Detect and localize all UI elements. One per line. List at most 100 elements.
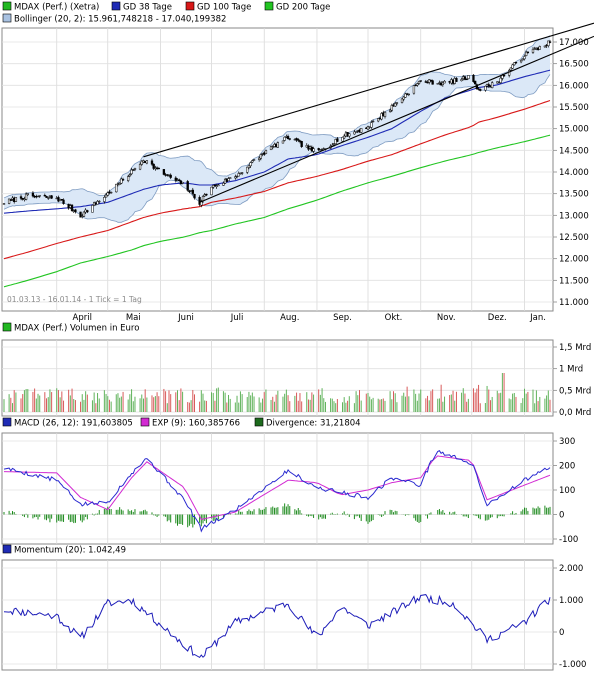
candle-body bbox=[43, 194, 46, 197]
candle-body bbox=[354, 131, 358, 133]
volume-y-tick-label: 1 Mrd bbox=[559, 365, 583, 375]
candle-body bbox=[162, 169, 166, 175]
macd-y-axis: 300 200 100 0 -100 bbox=[553, 437, 578, 545]
price-y-tick-label: 14.500 bbox=[559, 146, 589, 156]
candle-body bbox=[366, 126, 370, 130]
candle-body bbox=[388, 109, 392, 112]
candle-body bbox=[441, 82, 444, 86]
price-footer: 01.03.13 - 16.01.14 - 1 Tick = 1 Tag bbox=[7, 295, 142, 304]
candle-body bbox=[491, 82, 494, 89]
month-label: Sep. bbox=[333, 313, 352, 323]
candle-body bbox=[523, 56, 526, 60]
bollinger-legend-label: Bollinger (20, 2): 15.961,748218 - 17.04… bbox=[14, 15, 226, 25]
price-swatch bbox=[2, 1, 12, 11]
candle-body bbox=[79, 211, 82, 218]
candle-body bbox=[110, 191, 113, 194]
candle-body bbox=[353, 131, 356, 135]
macd-swatch bbox=[2, 417, 12, 427]
candle-body bbox=[472, 74, 475, 82]
candle-body bbox=[96, 201, 99, 205]
candle-body bbox=[402, 96, 405, 100]
candle-body bbox=[240, 172, 244, 174]
candle-body bbox=[19, 196, 23, 199]
candle-body bbox=[548, 41, 552, 43]
candle-body bbox=[297, 139, 300, 141]
macd-y-tick-label: 200 bbox=[559, 462, 575, 472]
candle-body bbox=[82, 211, 86, 217]
candle-body bbox=[133, 168, 137, 170]
gd38-swatch bbox=[111, 1, 121, 11]
momentum-y-tick-label: -1.000 bbox=[559, 660, 586, 670]
month-label: Aug. bbox=[280, 313, 299, 323]
candle-body bbox=[519, 59, 523, 63]
candle-body bbox=[317, 148, 320, 151]
candle-body bbox=[249, 162, 252, 167]
candle-body bbox=[474, 80, 477, 85]
candle-body bbox=[395, 102, 399, 104]
month-label: Jan. bbox=[529, 313, 546, 323]
volume-y-axis: 1,5 Mrd 1 Mrd 0,5 Mrd 0,0 Mrd bbox=[553, 343, 591, 418]
momentum-swatch bbox=[2, 544, 12, 554]
candle-body bbox=[251, 160, 254, 163]
price-y-tick-label: 11.000 bbox=[559, 298, 589, 308]
momentum-plot-frame bbox=[1, 559, 554, 671]
candle-body bbox=[205, 193, 208, 196]
candle-body bbox=[383, 111, 387, 117]
candle-body bbox=[120, 178, 123, 184]
candle-body bbox=[514, 62, 518, 64]
candle-body bbox=[104, 194, 108, 198]
price-y-tick-label: 14.000 bbox=[559, 168, 589, 178]
candle-body bbox=[281, 140, 285, 144]
candle-body bbox=[210, 186, 213, 196]
candle-body bbox=[118, 183, 121, 185]
momentum-legend-label: Momentum (20): 1.042,49 bbox=[14, 546, 126, 556]
candle-body bbox=[319, 149, 322, 151]
price-y-axis: 17.000 16.500 16.000 15.500 15.000 14.500 14.0… bbox=[553, 38, 589, 308]
candle-body bbox=[186, 181, 189, 191]
candle-body bbox=[455, 78, 458, 82]
candle-body bbox=[360, 128, 363, 133]
price-y-tick-label: 15.000 bbox=[559, 125, 589, 135]
candle-body bbox=[174, 177, 177, 181]
macd-y-tick-label: 100 bbox=[559, 486, 575, 496]
candle-body bbox=[547, 40, 550, 47]
candle-body bbox=[169, 174, 172, 178]
candle-body bbox=[246, 166, 249, 173]
candle-body bbox=[407, 93, 410, 96]
momentum-y-tick-label: 0 bbox=[559, 628, 564, 638]
volume-swatch bbox=[2, 322, 12, 332]
candle-body bbox=[348, 133, 351, 137]
month-label: Dez. bbox=[488, 313, 507, 323]
candle-body bbox=[237, 173, 240, 177]
month-label: Nov. bbox=[437, 313, 456, 323]
candle-body bbox=[443, 80, 446, 84]
exp-swatch bbox=[140, 417, 150, 427]
candle-body bbox=[286, 136, 290, 140]
candle-body bbox=[526, 51, 530, 54]
candle-body bbox=[312, 148, 315, 152]
candle-body bbox=[91, 205, 94, 213]
candle-body bbox=[257, 157, 261, 160]
candle-body bbox=[412, 85, 416, 94]
candle-body bbox=[24, 193, 28, 200]
macd-y-tick-label: -100 bbox=[559, 535, 578, 545]
volume-legend-label: MDAX (Perf.) Volumen in Euro bbox=[14, 324, 139, 334]
candle-body bbox=[178, 179, 181, 181]
candle-body bbox=[371, 120, 375, 123]
candle-body bbox=[467, 75, 470, 80]
candle-body bbox=[431, 80, 434, 85]
candle-body bbox=[191, 189, 194, 194]
candle-body bbox=[343, 135, 346, 139]
candle-body bbox=[215, 185, 218, 187]
candle-body bbox=[543, 45, 547, 48]
candle-body bbox=[477, 88, 480, 90]
candle-body bbox=[222, 182, 225, 186]
candle-body bbox=[463, 76, 467, 80]
price-y-tick-label: 13.000 bbox=[559, 211, 589, 221]
candle-body bbox=[235, 175, 239, 178]
candle-body bbox=[128, 174, 132, 177]
candle-body bbox=[26, 193, 29, 196]
candle-body bbox=[436, 83, 439, 85]
candle-body bbox=[509, 67, 513, 71]
